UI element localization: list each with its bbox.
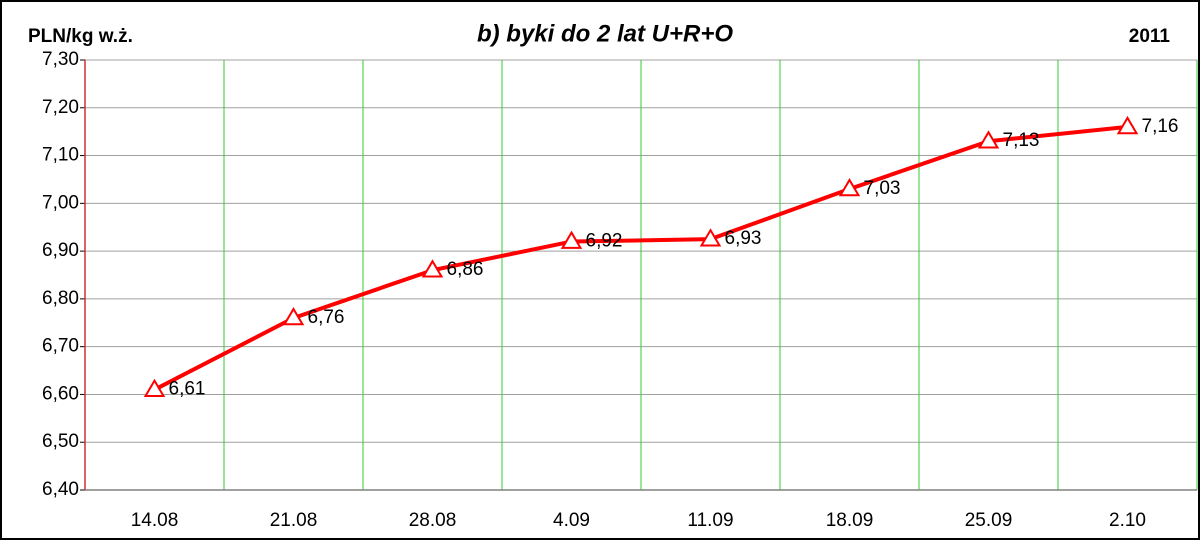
data-label: 7,13: [1003, 130, 1040, 151]
y-tick-label: 7,20: [42, 97, 79, 118]
y-tick-label: 6,80: [42, 288, 79, 309]
x-tick-label: 2.10: [1109, 510, 1146, 531]
marker: [1116, 115, 1139, 135]
marker: [143, 378, 166, 397]
x-tick-label: 11.09: [687, 510, 733, 531]
x-tick-label: 4.09: [553, 510, 590, 531]
x-tick-label: 25.09: [965, 510, 1013, 531]
y-tick-label: 6,40: [42, 479, 79, 500]
y-tick-label: 6,70: [42, 336, 79, 357]
marker: [977, 130, 1000, 149]
y-tick-label: 6,60: [42, 383, 79, 404]
data-label: 6,92: [586, 231, 623, 252]
chart-title: b) byki do 2 lat U+R+O: [477, 20, 733, 47]
line: [153, 124, 1128, 392]
data-label: 7,16: [1142, 116, 1179, 137]
data-label: 6,61: [169, 379, 206, 400]
y-tick-label: 6,50: [42, 431, 79, 452]
marker: [560, 230, 583, 249]
data-label: 6,93: [725, 228, 762, 249]
y-tick-label: 6,90: [42, 240, 79, 261]
marker: [421, 259, 444, 278]
x-tick-label: 14.08: [131, 510, 179, 531]
y-tick-label: 7,30: [42, 49, 79, 70]
marker: [699, 228, 722, 247]
y-tick-label: 7,00: [42, 192, 79, 213]
x-tick-label: 21.08: [270, 510, 318, 531]
year-label: 2011: [1129, 26, 1171, 47]
marker: [282, 307, 305, 326]
data-label: 6,76: [308, 307, 345, 328]
x-tick-label: 28.08: [409, 510, 457, 531]
y-axis-label: PLN/kg w.ż.: [28, 26, 133, 47]
marker: [838, 178, 861, 197]
data-label: 7,03: [864, 178, 901, 199]
y-tick-label: 7,10: [42, 145, 79, 166]
data-label: 6,86: [447, 259, 484, 280]
x-tick-label: 18.09: [826, 510, 874, 531]
